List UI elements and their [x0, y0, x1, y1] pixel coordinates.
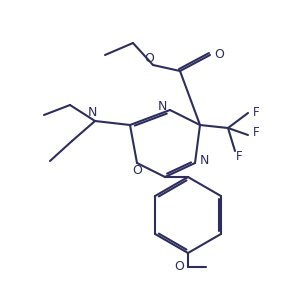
Text: O: O — [174, 260, 184, 273]
Text: F: F — [253, 127, 259, 140]
Text: N: N — [87, 106, 97, 119]
Text: F: F — [253, 106, 259, 119]
Text: O: O — [144, 52, 154, 65]
Text: O: O — [214, 48, 224, 61]
Text: F: F — [236, 149, 242, 162]
Text: N: N — [199, 153, 209, 166]
Text: O: O — [132, 164, 142, 177]
Text: N: N — [157, 100, 167, 113]
